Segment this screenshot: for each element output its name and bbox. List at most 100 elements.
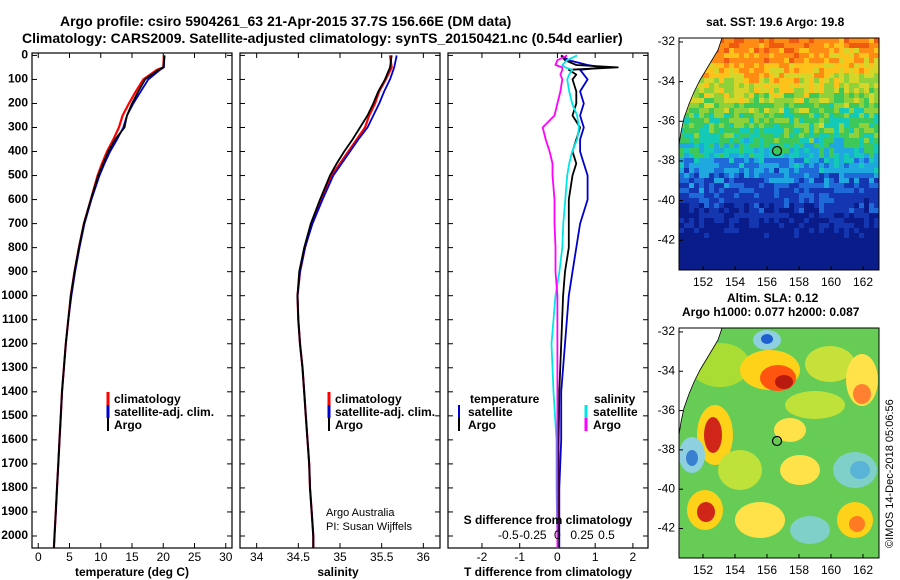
legend-argo: Argo (114, 418, 142, 432)
depth-tick-label: 500 (8, 168, 28, 182)
map-lat-label: -42 (658, 232, 676, 246)
map-lat-label: -34 (658, 74, 676, 88)
sla-map: Altim. SLA: 0.12 Argo h1000: 0.077 h2000… (658, 291, 880, 577)
sst-map-title: sat. SST: 19.6 Argo: 19.8 (706, 15, 845, 29)
x-tick-label: 0 (554, 550, 561, 564)
map-lon-label: 152 (693, 563, 713, 577)
sst-field (679, 38, 879, 270)
legend-satellite: satellite-adj. clim. (114, 405, 214, 419)
legend-t-argo: Argo (468, 418, 496, 432)
x-tick-label: 20 (157, 550, 171, 564)
depth-tick-label: 1500 (1, 408, 28, 422)
x-tick-label: 35.5 (370, 550, 394, 564)
s-tick-label: -0.25 (519, 528, 547, 542)
x-tick-label: 5 (66, 550, 73, 564)
sst-coastline-land (679, 38, 723, 146)
x-tick-label: 34 (250, 550, 264, 564)
legend-t-satellite: satellite (468, 405, 513, 419)
difference-panel: -2 -1 0 1 2 -0.5 -0.25 0 0.25 0.5 T difference f… (447, 52, 649, 579)
legend-satellite: satellite-adj. clim. (335, 405, 435, 419)
map-lat-label: -36 (658, 403, 676, 417)
map-lat-label: -32 (658, 34, 676, 48)
salinity-legend: climatology satellite-adj. clim. Argo (327, 392, 435, 432)
legend-climatology: climatology (335, 392, 402, 406)
temperature-xlabel: temperature (deg C) (75, 565, 189, 579)
legend-s-satellite: satellite (593, 405, 638, 419)
x-tick-label: 1 (592, 550, 599, 564)
map-lat-label: -38 (658, 442, 676, 456)
sla-map-frame (678, 327, 880, 559)
depth-tick-label: 100 (8, 72, 28, 86)
s-tick-label: 0.25 (570, 528, 594, 542)
x-tick-label: -1 (514, 550, 525, 564)
x-tick-label: 15 (125, 550, 139, 564)
depth-tick-label: 1200 (1, 336, 28, 350)
s-difference-xlabel: S difference from climatology (464, 513, 633, 527)
map-lon-label: 160 (821, 563, 841, 577)
legend-climatology: climatology (114, 392, 181, 406)
title-line-2: Climatology: CARS2009. Satellite-adjuste… (22, 30, 623, 46)
sla-map-subtitle: Argo h1000: 0.077 h2000: 0.087 (682, 305, 860, 319)
map-lon-label: 162 (853, 275, 873, 289)
legend-s-argo: Argo (593, 418, 621, 432)
map-lon-label: 158 (789, 275, 809, 289)
map-lon-label: 154 (725, 563, 745, 577)
map-lon-label: 154 (725, 275, 745, 289)
sst-argo-position-marker (771, 145, 783, 157)
depth-tick-label: 800 (8, 240, 28, 254)
map-lon-label: 160 (821, 275, 841, 289)
salinity-axes-frame (239, 52, 441, 549)
series-line-t-argo (557, 54, 619, 548)
legend-argo: Argo (335, 418, 363, 432)
series-line-argo (53, 55, 166, 548)
legend-salinity-title: salinity (594, 392, 636, 406)
series-line-t-satellite (558, 54, 604, 548)
t-difference-xlabel: T difference from climatology (464, 565, 632, 579)
map-lon-label: 156 (757, 563, 777, 577)
depth-tick-label: 600 (8, 192, 28, 206)
x-tick-label: 30 (219, 550, 233, 564)
depth-tick-label: 1400 (1, 384, 28, 398)
s-tick-label: 0.5 (598, 528, 615, 542)
sla-field (679, 328, 879, 558)
x-tick-label: 10 (94, 550, 108, 564)
legend-temperature-title: temperature (470, 392, 540, 406)
x-tick-label: 34.5 (287, 550, 311, 564)
map-lat-label: -34 (658, 363, 676, 377)
depth-tick-label: 700 (8, 216, 28, 230)
sst-map: sat. SST: 19.6 Argo: 19.8 152 154 156 158 16… (658, 15, 880, 289)
temperature-legend: climatology satellite-adj. clim. Argo (106, 392, 214, 432)
series-line-s-satellite (550, 54, 580, 548)
map-lon-label: 152 (693, 275, 713, 289)
imos-credit: ©IMOS 14-Dec-2018 05:06:56 (884, 399, 896, 548)
depth-tick-label: 2000 (1, 528, 28, 542)
x-tick-label: 2 (630, 550, 637, 564)
map-lon-label: 162 (853, 563, 873, 577)
map-lat-label: -38 (658, 153, 676, 167)
depth-tick-label: 1300 (1, 360, 28, 374)
series-line-argo (296, 55, 393, 548)
depth-tick-label: 0 (21, 48, 28, 62)
map-lon-label: 156 (757, 275, 777, 289)
map-lat-label: -42 (658, 521, 676, 535)
depth-tick-label: 1800 (1, 480, 28, 494)
depth-tick-label: 900 (8, 264, 28, 278)
depth-tick-label: 1900 (1, 504, 28, 518)
sla-coastline-land (679, 328, 723, 436)
map-lat-label: -40 (658, 193, 676, 207)
map-lat-label: -32 (658, 324, 676, 338)
sla-argo-position-marker (771, 435, 783, 447)
x-tick-label: 36 (417, 550, 431, 564)
depth-tick-label: 300 (8, 120, 28, 134)
x-tick-label: 35 (333, 550, 347, 564)
credit-argo-australia: Argo Australia (326, 507, 395, 519)
difference-axes-frame (447, 52, 649, 549)
map-lat-label: -40 (658, 481, 676, 495)
x-tick-label: 25 (188, 550, 202, 564)
salinity-xlabel: salinity (317, 565, 359, 579)
series-line-s-argo (541, 54, 568, 548)
x-tick-label: -2 (477, 550, 488, 564)
s-tick-label: 0 (554, 528, 561, 542)
depth-tick-label: 1600 (1, 432, 28, 446)
